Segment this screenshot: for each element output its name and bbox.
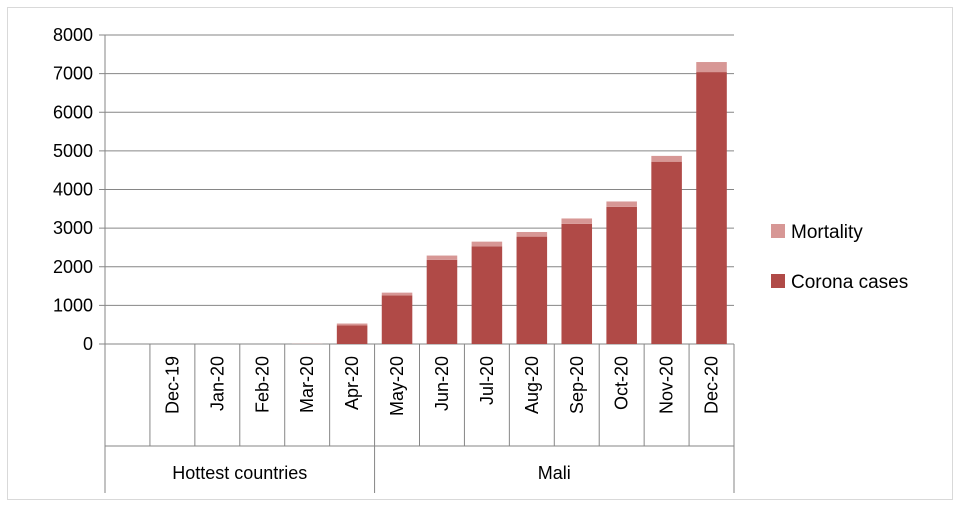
y-tick-label: 5000 <box>53 141 93 161</box>
bar-corona-cases <box>471 246 503 344</box>
y-tick-label: 4000 <box>53 180 93 200</box>
y-tick-label: 8000 <box>53 25 93 45</box>
bar-mortality <box>606 201 637 207</box>
bar-mortality <box>516 231 548 237</box>
y-tick-label: 6000 <box>53 102 93 122</box>
chart-frame: 0 1000 2000 3000 4000 5000 6000 7000 8000 Dec-19 J… <box>7 7 953 500</box>
bar-mortality <box>336 323 368 326</box>
x-tick-label: Dec-20 <box>702 356 722 414</box>
y-tick-label: 0 <box>83 334 93 354</box>
bar-mortality <box>381 292 413 296</box>
x-tick-label: Jul-20 <box>477 356 497 405</box>
x-tick-label: Mar-20 <box>297 356 317 413</box>
bar-corona-cases <box>561 223 593 344</box>
bar-mortality <box>426 255 458 260</box>
bars-layer <box>291 62 727 344</box>
group-label: Hottest countries <box>172 463 307 483</box>
bar-corona-cases <box>381 295 413 344</box>
legend-label: Mortality <box>791 222 863 243</box>
legend-label: Corona cases <box>791 272 908 293</box>
x-tick-label: Aug-20 <box>522 356 542 414</box>
legend-swatch <box>771 274 785 288</box>
chart-svg: 0 1000 2000 3000 4000 5000 6000 7000 8000 Dec-19 J… <box>53 25 908 493</box>
bar-corona-cases <box>651 161 682 344</box>
bar-mortality <box>651 155 682 162</box>
x-tick-label: Apr-20 <box>342 356 362 410</box>
x-tick-label: Oct-20 <box>612 356 632 410</box>
bar-mortality <box>561 218 593 224</box>
bar-mortality <box>696 62 727 73</box>
bar-mortality <box>471 241 503 247</box>
grid-layer <box>105 34 734 345</box>
bar-corona-cases <box>696 72 727 344</box>
bar-corona-cases <box>606 206 637 344</box>
bar-corona-cases <box>426 259 458 344</box>
y-tick-label: 7000 <box>53 64 93 84</box>
x-tick-label: Nov-20 <box>657 356 677 414</box>
group-label: Mali <box>538 463 571 483</box>
legend-swatch <box>771 224 785 238</box>
x-tick-label: Feb-20 <box>252 356 272 413</box>
axis-layer: 0 1000 2000 3000 4000 5000 6000 7000 8000 Dec-19 J… <box>53 25 735 493</box>
x-tick-label: Sep-20 <box>567 356 587 414</box>
x-tick-label: Jan-20 <box>207 356 227 411</box>
y-tick-label: 3000 <box>53 218 93 238</box>
x-tick-label: May-20 <box>387 356 407 416</box>
bar-corona-cases <box>516 236 548 344</box>
y-tick-label: 2000 <box>53 257 93 277</box>
x-tick-label: Dec-19 <box>162 356 182 414</box>
bar-corona-cases <box>336 325 368 344</box>
y-tick-label: 1000 <box>53 295 93 315</box>
legend-layer: Mortality Corona cases <box>771 222 908 293</box>
x-tick-label: Jun-20 <box>432 356 452 411</box>
